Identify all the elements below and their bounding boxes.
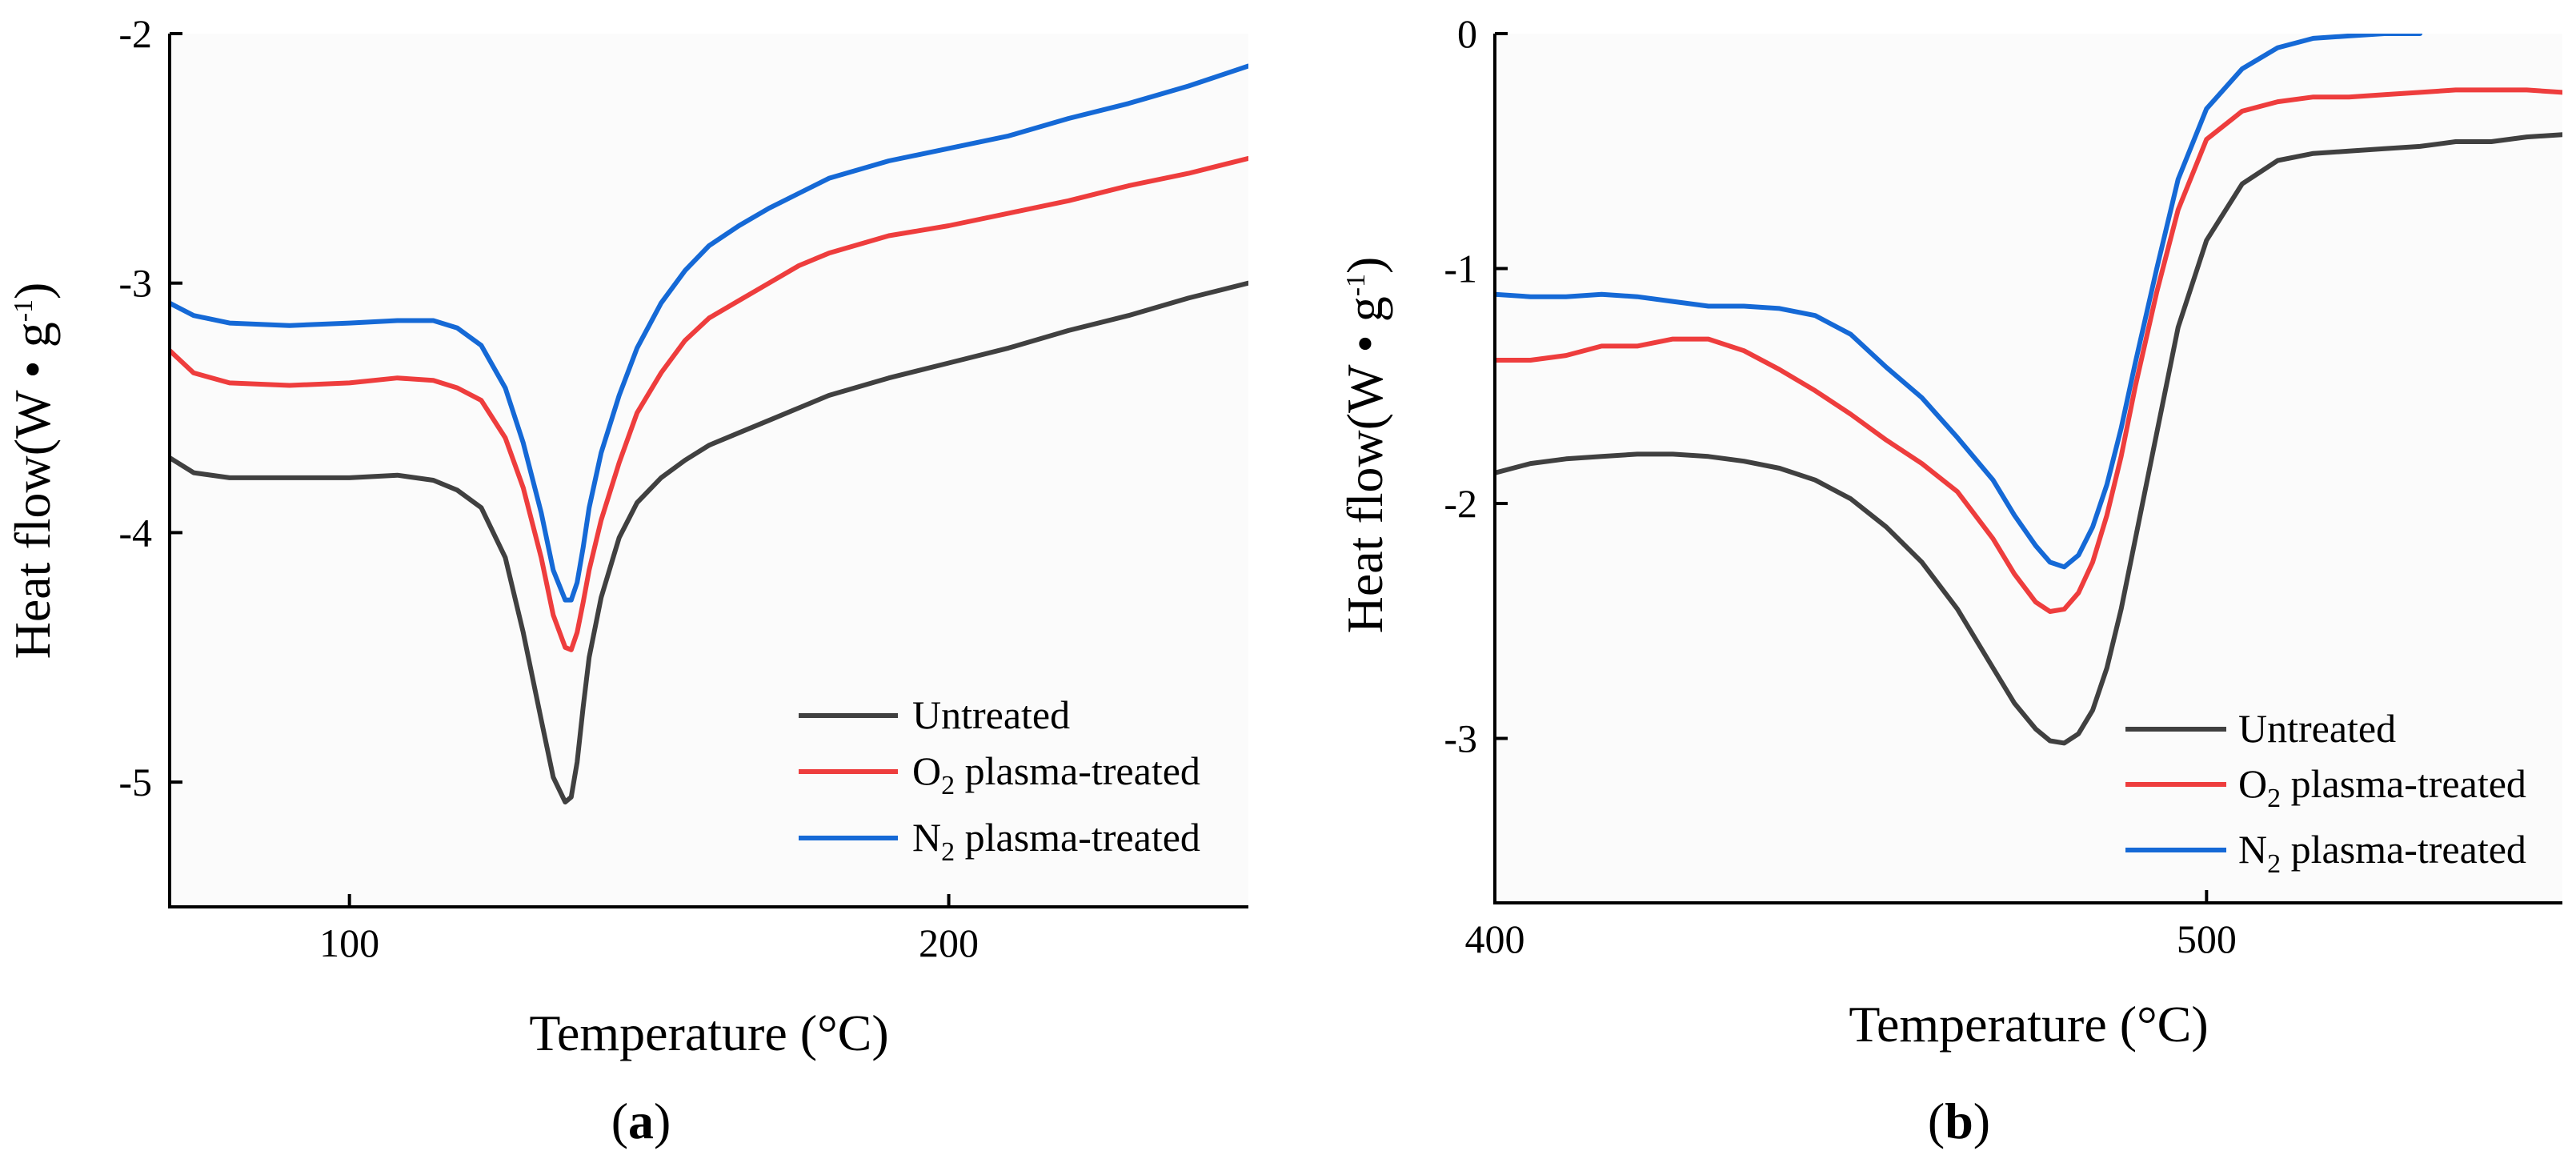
y-axis-title: Heat flow(W • g-1) <box>4 283 61 660</box>
panel-label: (a) <box>611 1093 671 1149</box>
chart-panel-b: 400 500 0 -1 -2 -3 Temperature (°C) Heat flow(W… <box>1336 11 2562 1149</box>
y-tick-label: -3 <box>1444 716 1477 761</box>
series-line-3 <box>170 63 1248 603</box>
y-tick-label: -3 <box>118 261 152 306</box>
x-tick-label: 500 <box>2177 916 2237 961</box>
legend-label-2: O2 plasma-treated <box>2238 761 2526 813</box>
series-line-1 <box>1495 132 2562 746</box>
x-tick-label: 200 <box>919 920 979 965</box>
y-tick-label: -2 <box>1444 481 1477 526</box>
x-tick-label: 400 <box>1465 916 1525 961</box>
series-line-2 <box>1495 87 2562 614</box>
legend-label-1: Untreated <box>912 692 1070 737</box>
y-tick-label: -4 <box>118 510 152 555</box>
y-tick-label: -5 <box>118 760 152 804</box>
legend-label-3: N2 plasma-treated <box>912 815 1200 867</box>
chart-panel-a: 100 200 -2 -3 -4 -5 Temperature (°C) Heat flow(… <box>4 11 1248 1149</box>
panel-label: (b) <box>1928 1093 1990 1149</box>
x-axis-title: Temperature (°C) <box>529 1005 888 1061</box>
y-tick-label: -2 <box>118 11 152 56</box>
series-line-2 <box>170 155 1248 652</box>
plot-background <box>170 34 1248 907</box>
x-axis-title: Temperature (°C) <box>1849 996 2208 1053</box>
series-line-1 <box>170 280 1248 805</box>
y-tick-label: 0 <box>1457 11 1477 56</box>
y-tick-label: -1 <box>1444 247 1477 291</box>
legend-label-3: N2 plasma-treated <box>2238 827 2526 879</box>
y-axis-title: Heat flow(W • g-1) <box>1336 257 1393 634</box>
x-tick-label: 100 <box>319 920 379 965</box>
legend-label-1: Untreated <box>2238 706 2396 751</box>
series-line-3 <box>1495 34 2423 570</box>
plot-background <box>1495 34 2562 903</box>
legend-label-2: O2 plasma-treated <box>912 748 1200 800</box>
